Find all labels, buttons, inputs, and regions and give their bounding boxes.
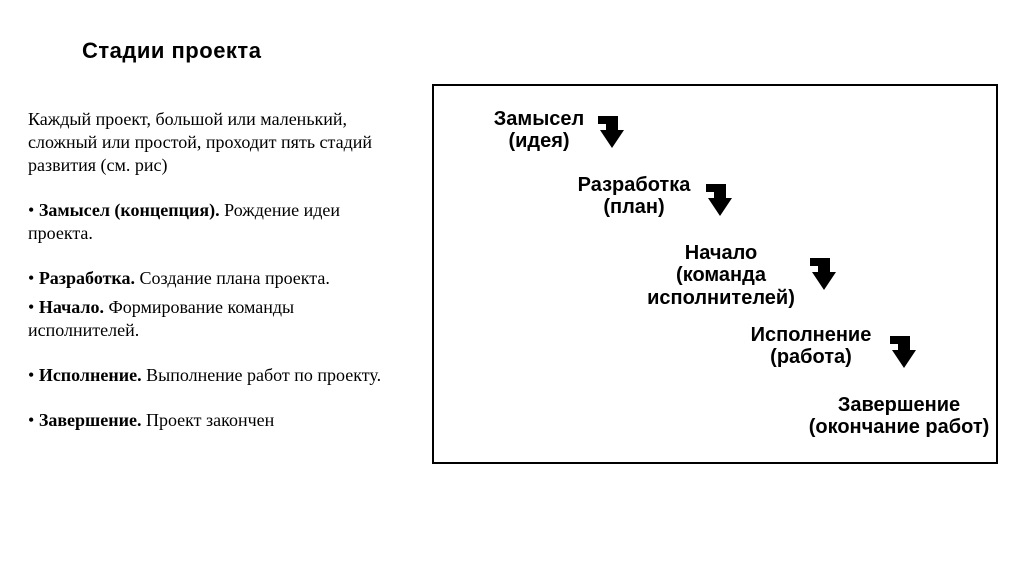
down-right-arrow-icon — [808, 256, 836, 290]
stage-line1: Исполнение — [736, 324, 886, 346]
stage-line1: Разработка — [564, 174, 704, 196]
bullet-item: • Разработка. Создание плана проекта. — [28, 267, 408, 290]
bullet-item: • Начало. Формирование команды исполните… — [28, 296, 408, 342]
stage-5: Завершение(окончание работ) — [806, 394, 992, 439]
stage-line2: (окончание работ) — [806, 416, 992, 438]
bullet-desc: Создание плана проекта. — [135, 268, 330, 288]
stage-line2: (план) — [564, 196, 704, 218]
bullet-term: Завершение. — [39, 410, 142, 430]
down-right-arrow-icon — [704, 182, 732, 216]
page-title: Стадии проекта — [82, 38, 261, 64]
bullet-term: Исполнение. — [39, 365, 142, 385]
bullet-desc: Проект закончен — [141, 410, 274, 430]
bullet-term: Разработка. — [39, 268, 135, 288]
stage-2: Разработка(план) — [564, 174, 704, 219]
stage-4: Исполнение(работа) — [736, 324, 886, 369]
stage-line1: Замысел — [484, 108, 594, 130]
stage-line2: (работа) — [736, 346, 886, 368]
bullet-desc: Выполнение работ по проекту. — [142, 365, 381, 385]
bullet-item: • Исполнение. Выполнение работ по проект… — [28, 364, 408, 387]
bullet-item: • Завершение. Проект закончен — [28, 409, 408, 432]
stage-line1: Завершение — [806, 394, 992, 416]
bullet-item: • Замысел (концепция). Рождение идеи про… — [28, 199, 408, 245]
intro-text: Каждый проект, большой или маленький, сл… — [28, 108, 408, 177]
stage-3: Начало(команда исполнителей) — [626, 242, 816, 309]
left-column: Каждый проект, большой или маленький, сл… — [28, 108, 408, 438]
stage-line2: (идея) — [484, 130, 594, 152]
down-right-arrow-icon — [596, 114, 624, 148]
stage-1: Замысел(идея) — [484, 108, 594, 153]
down-right-arrow-icon — [888, 334, 916, 368]
bullet-term: Замысел (концепция). — [39, 200, 220, 220]
bullet-term: Начало. — [39, 297, 104, 317]
stage-line2: (команда исполнителей) — [626, 264, 816, 309]
stage-line1: Начало — [626, 242, 816, 264]
diagram-box: Замысел(идея) Разработка(план) Начало(ко… — [432, 84, 998, 464]
